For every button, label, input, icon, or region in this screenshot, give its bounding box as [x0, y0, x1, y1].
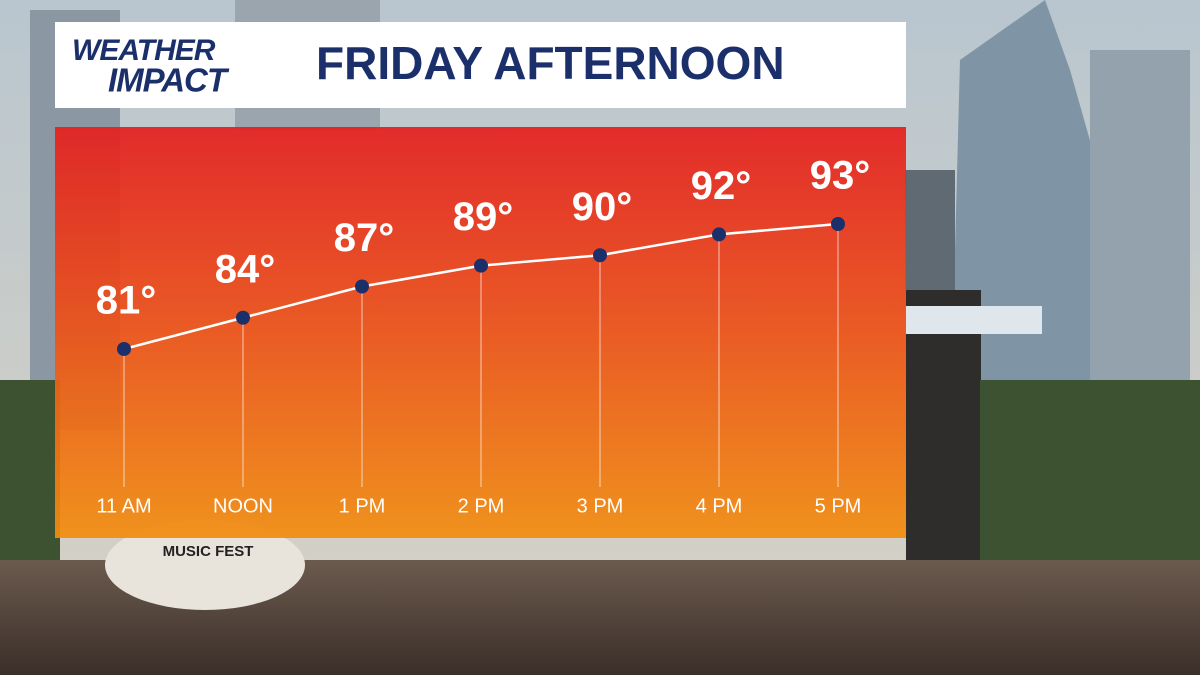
x-tick-label: 3 PM: [577, 495, 624, 517]
x-tick-label: 2 PM: [458, 495, 505, 517]
data-point: [355, 279, 369, 294]
logo-line1: WEATHER: [72, 34, 216, 67]
logo-line2: IMPACT: [108, 62, 230, 99]
value-label: 87°: [334, 216, 395, 260]
x-tick-label: 11 AM: [96, 495, 151, 517]
value-label: 90°: [572, 185, 633, 229]
data-point: [831, 217, 845, 231]
x-tick-label: NOON: [213, 495, 273, 517]
value-label: 93°: [810, 154, 871, 198]
logo: WEATHER IMPACT: [72, 34, 231, 99]
x-tick-label: 1 PM: [339, 495, 386, 517]
plot-area: 81° 11 AM 84° NOON 87° 1 PM 89° 2 PM 90° 3 PM 92° 4…: [96, 154, 871, 518]
chart-title: FRIDAY AFTERNOON: [316, 37, 785, 89]
header-box: [55, 22, 906, 108]
value-label: 92°: [691, 164, 752, 208]
x-tick-label: 5 PM: [815, 495, 862, 517]
value-label: 81°: [96, 279, 157, 323]
x-tick-label: 4 PM: [696, 495, 743, 517]
sign-text: MUSIC FEST: [163, 543, 254, 560]
value-label: 89°: [453, 195, 514, 239]
value-label: 84°: [215, 247, 276, 291]
data-point: [593, 248, 607, 263]
chart-panel: [55, 127, 906, 538]
data-point: [712, 227, 726, 242]
data-point: [236, 310, 250, 325]
data-point: [474, 258, 488, 273]
data-point: [117, 342, 131, 356]
